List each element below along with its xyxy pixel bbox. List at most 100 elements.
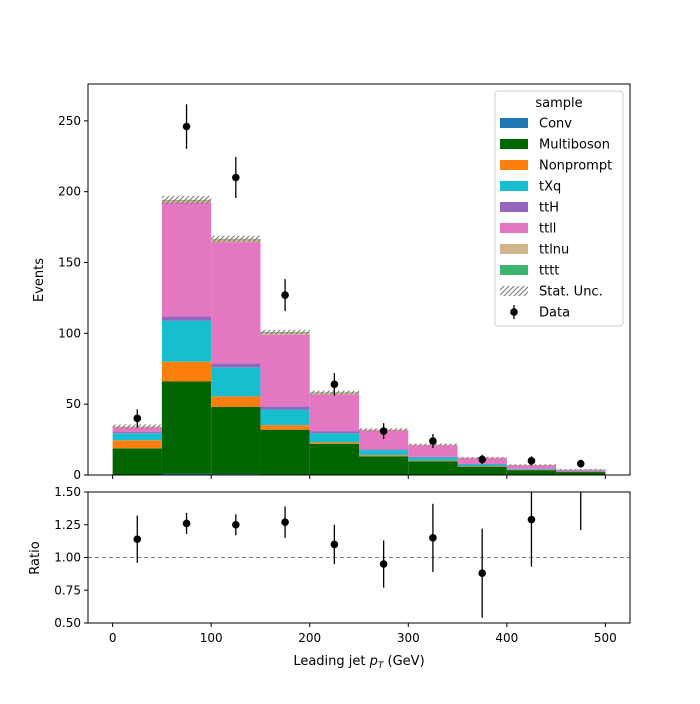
legend-label: tXq [539,180,561,195]
bar-ttll [162,203,211,317]
ratio-point [232,521,240,529]
main-y-tick-label: 150 [58,256,81,270]
bar-tth [260,406,309,409]
ratio-point [183,520,191,528]
legend-label: Conv [539,117,572,132]
legend-swatch [500,244,528,254]
bar-ttll [310,394,359,431]
bar-multiboson [211,407,260,474]
bar-multiboson [310,444,359,475]
ratio-y-tick-label: 0.50 [54,616,81,630]
ratio-point [281,518,289,526]
ratio-point [478,569,486,577]
legend-swatch-stat-unc [500,286,528,296]
legend-swatch [500,139,528,149]
main-y-tick-label: 200 [58,185,81,199]
legend-swatch [500,265,528,275]
bar-multiboson [162,382,211,474]
legend-label: ttll [539,222,556,237]
bar-nonprompt [310,442,359,444]
x-axis-label-variable: p [369,654,378,669]
x-tick-label: 100 [200,631,223,645]
stat-unc-band [556,469,605,470]
bar-tth [408,457,457,458]
legend-label: ttH [539,201,559,216]
bar-nonprompt [408,461,457,462]
legend-swatch [500,181,528,191]
bar-txq [162,321,211,362]
x-axis-label-unit: (GeV) [383,654,424,669]
bar-nonprompt [458,466,507,467]
main-y-tick-label: 0 [73,468,81,482]
bar-txq [359,450,408,455]
ratio-point [528,516,536,524]
data-point [380,427,388,435]
x-tick-label: 200 [298,631,321,645]
legend-swatch [500,223,528,233]
data-point [577,460,585,468]
legend-label: Data [539,306,570,321]
main-y-axis-label: Events [32,258,47,302]
bar-multiboson [359,456,408,475]
ratio-point [133,535,141,543]
ratio-axes-frame [88,492,630,623]
bar-nonprompt [162,362,211,382]
bar-ttll [260,335,309,407]
bar-tth [211,363,260,367]
bar-tth [359,449,408,450]
legend-title: sample [535,96,582,111]
data-point [478,456,486,464]
main-y-tick-label: 100 [58,326,81,340]
bar-tth [162,316,211,320]
bar-multiboson [113,448,162,474]
data-point [232,174,240,182]
bar-nonprompt [260,425,309,430]
legend-label: tttt [539,264,559,279]
ratio-y-tick-label: 1.00 [54,551,81,565]
legend-label: Nonprompt [539,159,612,174]
ratio-point [380,560,388,568]
legend-label: Multiboson [539,138,610,153]
stat-unc-band [162,196,211,204]
ratio-y-tick-label: 0.75 [54,583,81,597]
bar-multiboson [260,430,309,475]
main-y-tick-label: 250 [58,114,81,128]
x-axis-label-main: Leading jet [293,654,369,669]
data-point [183,123,191,131]
bar-txq [408,457,457,460]
legend-label: ttlnu [539,243,569,258]
x-tick-label: 0 [109,631,117,645]
bar-txq [310,433,359,442]
bar-multiboson [408,461,457,475]
main-y-tick-label: 50 [66,397,81,411]
legend-data-marker [510,308,518,316]
bar-nonprompt [113,440,162,448]
legend: sample Conv Multiboson Nonprompt tXq ttH ttll t… [495,91,623,326]
bar-txq [458,464,507,466]
bar-nonprompt [359,455,408,456]
legend-swatch [500,202,528,212]
bar-tth [113,432,162,433]
stat-unc-band [211,236,260,242]
bar-txq [507,469,556,470]
bar-multiboson [458,467,507,475]
x-tick-label: 400 [495,631,518,645]
bar-txq [260,410,309,426]
ratio-point [331,541,339,549]
x-axis-label: Leading jet pT (GeV) [293,654,424,671]
data-point [528,457,536,465]
data-point [331,381,339,389]
legend-swatch [500,118,528,128]
ratio-y-axis-label: Ratio [28,541,43,574]
bar-multiboson [507,470,556,475]
ratio-y-tick-label: 1.25 [54,518,81,532]
data-point [281,291,289,299]
bar-ttll [211,242,260,363]
legend-label: Stat. Unc. [539,285,603,300]
stat-unc-band [260,330,309,335]
ratio-point [429,534,437,542]
bar-tth [310,432,359,434]
legend-swatch [500,160,528,170]
bar-nonprompt [211,396,260,407]
